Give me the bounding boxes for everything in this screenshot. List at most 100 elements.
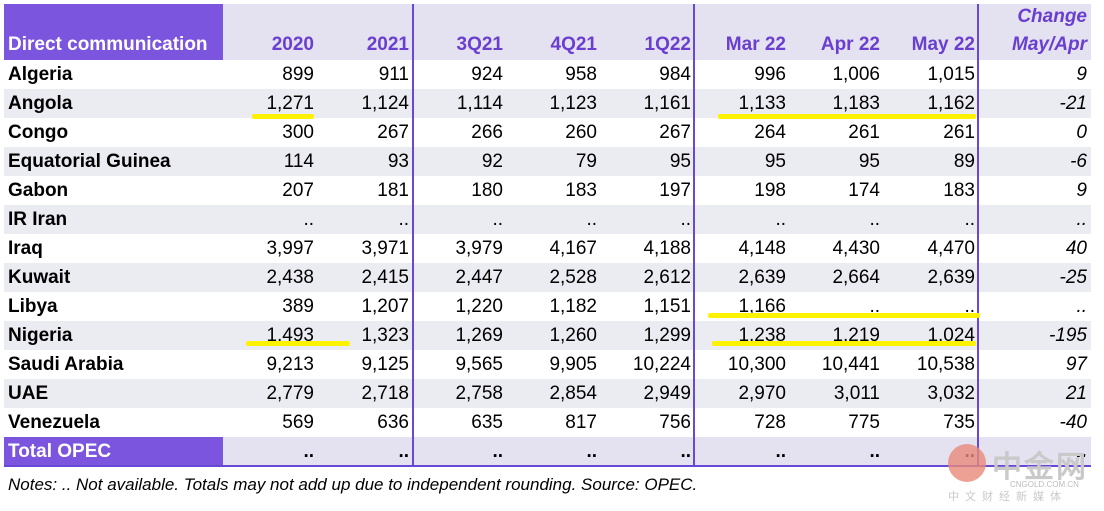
table-notes: Notes: .. Not available. Totals may not … xyxy=(8,475,698,494)
table-row: Equatorial Guinea 114 93 92 79 95 95 95 89 -6 xyxy=(4,147,1091,176)
change-cell: 21 xyxy=(1065,382,1087,404)
change-cell: -6 xyxy=(1070,150,1087,172)
total-row: Total OPEC .. .. .. .. .. .. .. .. .. xyxy=(4,437,1091,467)
value-cell: 2,779 xyxy=(266,382,314,404)
value-cell: 735 xyxy=(943,411,975,433)
header-2020: 2020 xyxy=(271,34,314,55)
value-cell: 3,011 xyxy=(833,382,880,404)
watermark-logo: 中金网 CNGOLD.COM.CN 中文财经新媒体 xyxy=(946,440,1096,503)
value-cell: 207 xyxy=(282,179,314,201)
change-header: Change xyxy=(1017,6,1087,27)
table-row: Saudi Arabia 9,213 9,125 9,565 9,905 10,224 10… xyxy=(4,350,1091,379)
value-cell: 1,271 xyxy=(266,92,314,114)
value-cell: 79 xyxy=(575,150,597,172)
value-cell: 1,114 xyxy=(456,92,503,114)
value-cell: 2,438 xyxy=(266,266,314,288)
value-cell: 2,528 xyxy=(549,266,597,288)
value-cell: 95 xyxy=(858,150,880,172)
value-cell: 1,133 xyxy=(738,92,786,114)
table-row: Iraq 3,997 3,971 3,979 4,167 4,188 4,148 4,430 4… xyxy=(4,234,1091,263)
total-cell: .. xyxy=(869,441,880,462)
value-cell: 958 xyxy=(565,63,597,85)
country-name: Iraq xyxy=(8,237,43,259)
value-cell: 4,148 xyxy=(738,237,786,259)
value-cell: 636 xyxy=(377,411,409,433)
change-cell: 40 xyxy=(1065,237,1087,259)
value-cell: 2,949 xyxy=(643,382,691,404)
value-cell: 3,032 xyxy=(927,382,975,404)
value-cell: 183 xyxy=(565,179,597,201)
value-cell: 817 xyxy=(565,411,597,433)
value-cell: 4,167 xyxy=(549,237,597,259)
country-name: Nigeria xyxy=(8,324,73,346)
value-cell: 93 xyxy=(387,150,409,172)
value-cell: 300 xyxy=(282,121,314,143)
total-cell: .. xyxy=(680,441,691,462)
value-cell: 10,538 xyxy=(916,353,975,375)
column-header-row: Direct communication 2020 2021 3Q21 4Q21… xyxy=(4,30,1091,60)
value-cell: 1,015 xyxy=(927,63,975,85)
value-cell: 2,854 xyxy=(549,382,597,404)
header-3q21: 3Q21 xyxy=(456,34,503,55)
change-cell: -40 xyxy=(1059,411,1087,433)
value-cell: 95 xyxy=(764,150,786,172)
logo-url: CNGOLD.COM.CN xyxy=(1010,480,1079,489)
value-cell: 9,213 xyxy=(266,353,314,375)
value-cell: 1,260 xyxy=(549,324,597,346)
total-cell: .. xyxy=(1076,441,1087,462)
country-name: UAE xyxy=(8,382,49,404)
total-cell: .. xyxy=(492,441,503,462)
total-cell: .. xyxy=(775,441,786,462)
value-cell: 89 xyxy=(953,150,975,172)
value-cell: .. xyxy=(492,208,503,230)
value-cell: 1,162 xyxy=(927,92,975,114)
value-cell: .. xyxy=(680,208,691,230)
value-cell: .. xyxy=(775,208,786,230)
header-may-apr: May/Apr xyxy=(1012,34,1087,55)
change-cell: -21 xyxy=(1059,92,1087,114)
change-cell: 9 xyxy=(1076,179,1087,201)
value-cell: 1,161 xyxy=(643,92,691,114)
value-cell: 1,006 xyxy=(832,63,880,85)
country-name: Congo xyxy=(8,121,69,143)
value-cell: 10,300 xyxy=(727,353,786,375)
value-cell: 1,220 xyxy=(455,295,503,317)
value-cell: 10,224 xyxy=(632,353,691,375)
value-cell: 174 xyxy=(848,179,880,201)
value-cell: 756 xyxy=(659,411,691,433)
table-row: UAE 2,779 2,718 2,758 2,854 2,949 2,970 3,011 3,… xyxy=(4,379,1091,408)
value-cell: 2,639 xyxy=(927,266,975,288)
value-cell: 95 xyxy=(669,150,691,172)
total-label: Total OPEC xyxy=(4,437,223,467)
value-cell: 197 xyxy=(659,179,691,201)
value-cell: .. xyxy=(964,295,975,317)
value-cell: 266 xyxy=(471,121,503,143)
value-cell: 1,238 xyxy=(738,324,786,346)
table-row: Venezuela 569 636 635 817 756 728 775 735 -40 xyxy=(4,408,1091,437)
country-name: Venezuela xyxy=(8,411,100,433)
value-cell: 2,758 xyxy=(455,382,503,404)
value-cell: 114 xyxy=(283,150,314,172)
country-name: Equatorial Guinea xyxy=(8,150,171,172)
value-cell: 1,024 xyxy=(927,324,975,346)
header-corner xyxy=(4,4,223,30)
value-cell: 1,124 xyxy=(361,92,409,114)
table-row: Libya 389 1,207 1,220 1,182 1,151 1,166...... xyxy=(4,292,1091,321)
opec-production-table: Change Direct communication 2020 2021 3Q… xyxy=(4,4,1091,467)
logo-icon xyxy=(948,444,986,482)
value-cell: 2,718 xyxy=(361,382,409,404)
value-cell: 2,447 xyxy=(455,266,503,288)
table-row: Algeria 899 911 924 958 984 996 1,006 1,015 9 xyxy=(4,60,1091,89)
value-cell: 1,166 xyxy=(738,295,786,317)
value-cell: 9,905 xyxy=(549,353,597,375)
divider-line xyxy=(412,4,414,466)
highlight-mark xyxy=(708,313,980,318)
value-cell: .. xyxy=(964,208,975,230)
header-4q21: 4Q21 xyxy=(550,34,597,55)
value-cell: 183 xyxy=(943,179,975,201)
change-cell: 97 xyxy=(1065,353,1087,375)
bottom-rule xyxy=(4,465,1091,467)
change-cell: .. xyxy=(1076,295,1087,317)
value-cell: 728 xyxy=(754,411,786,433)
highlight-mark xyxy=(718,114,976,119)
